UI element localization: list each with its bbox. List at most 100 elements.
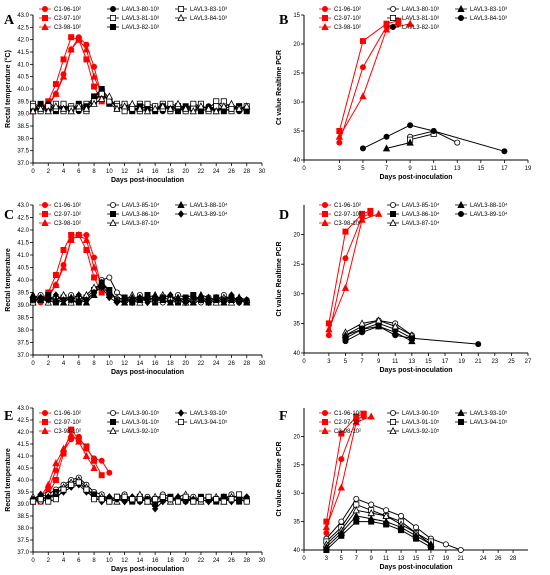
data-point [228,105,235,112]
series-line [345,325,479,345]
data-point [52,291,60,299]
legend-marker [321,218,329,227]
y-tick-label: 42.0 [17,228,29,234]
x-tick-label: 13 [454,166,461,172]
y-tick-label: 30 [293,491,300,497]
data-point [91,83,98,90]
data-point [144,100,151,107]
data-point [383,521,390,528]
y-tick-label: 42.5 [17,216,29,222]
data-point [113,104,121,112]
data-point [360,410,367,417]
x-tick-label: 14 [137,169,144,175]
legend-marker [177,200,185,209]
data-point [227,99,236,107]
x-tick-label: 5 [344,359,348,365]
legend-label: LAVL3-83-10³ [190,7,227,13]
data-point [129,298,136,307]
data-point [98,496,105,503]
x-tick-label: 15 [425,359,432,365]
y-tick-label: 35 [293,321,300,327]
data-point [382,144,391,152]
y-tick-label: 41.0 [17,62,29,68]
x-tick-label: 14 [137,361,144,367]
legend-label: LAVL3-84-10³ [470,16,507,22]
legend-marker [109,426,117,435]
legend-label: LAVL3-85-10⁴ [122,202,160,209]
data-point [98,94,106,102]
y-tick-label: 35 [293,129,300,135]
legend-marker [389,210,396,217]
data-point [353,495,360,502]
legend-marker [110,23,117,30]
y-tick-label: 37.5 [17,538,29,544]
legend-label: C3-98-10² [54,221,81,227]
x-tick-label: 17 [442,359,449,365]
series-line [325,416,372,528]
data-point [136,496,143,503]
data-point [166,298,175,306]
legend-label: LAVL3-87-10⁴ [122,220,160,227]
legend-label: LAVL3-92-10⁵ [402,428,440,435]
legend-label: LAVL3-83-10³ [470,7,507,13]
legend-marker [109,218,117,227]
data-point [430,127,437,134]
legend-marker [42,210,49,217]
data-point [67,235,75,244]
legend-marker [457,14,464,21]
legend-label: C2-97-10² [334,212,361,218]
data-point [113,298,121,307]
data-point [367,412,375,420]
legend-label: LAVL3-89-10⁴ [190,211,228,218]
data-point [358,215,366,223]
data-point [325,332,332,339]
data-point [243,296,250,304]
data-point [45,498,52,505]
y-tick-label: 40.5 [17,466,29,472]
x-tick-label: 16 [152,558,159,564]
data-point [82,45,91,53]
series-line [338,23,411,138]
data-point [475,341,482,348]
chart-panel-a: A 37.0 37.5 38.0 38.5 39.0 39.5 40.0 40.5 41.0 41.… [4,6,266,184]
data-point [67,45,75,53]
data-point [128,99,136,107]
data-point [342,228,349,235]
data-point [91,274,98,281]
data-point [152,296,159,304]
x-tick-label: 20 [182,169,189,175]
data-point [189,107,197,115]
data-point [52,280,60,289]
y-tick-label: 41.5 [17,50,29,56]
y-tick-label: 39.0 [17,303,29,309]
x-tick-label: 19 [525,166,532,172]
data-point [382,25,391,33]
legend-marker [389,23,396,30]
x-tick-label: 6 [77,558,81,564]
legend-marker [177,409,185,417]
x-tick-label: 15 [413,556,420,562]
legend: C1-96-10² C2-97-10² C3-98-10² LAVL3-85-10⁴ L… [39,200,228,227]
panel-letter: E [4,409,13,424]
data-point [36,104,45,112]
legend-marker [457,418,464,425]
data-point [37,293,44,302]
y-tick-label: 30 [293,100,300,106]
data-point [228,496,235,503]
legend-marker [321,409,328,416]
x-tick-label: 26 [228,169,235,175]
data-point [44,107,52,115]
x-tick-label: 7 [355,556,359,562]
data-point [359,145,366,152]
data-point [152,505,159,513]
x-tick-label: 3 [325,556,329,562]
data-point [243,108,250,115]
data-point [44,480,52,488]
series-8 [29,479,250,505]
data-point [60,296,67,304]
x-tick-label: 0 [31,169,35,175]
data-point [121,497,128,506]
legend-marker [42,201,49,208]
legend-label: LAVL3-84-10³ [190,16,227,22]
legend-label: LAVL3-94-10⁵ [190,419,228,426]
